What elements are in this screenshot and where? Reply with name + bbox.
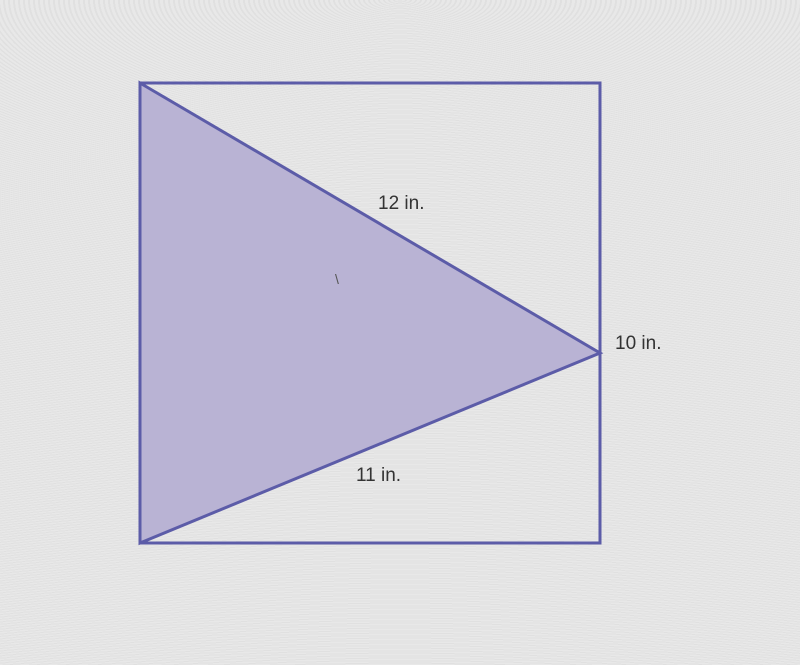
tick-mark: \	[335, 271, 339, 287]
label-top-side: 12 in.	[378, 193, 424, 215]
geometry-figure: \ 12 in. 10 in. 11 in.	[120, 63, 680, 603]
label-right-side: 10 in.	[615, 333, 661, 355]
diagram-svg	[120, 63, 680, 603]
label-bottom-side: 11 in.	[356, 465, 401, 487]
